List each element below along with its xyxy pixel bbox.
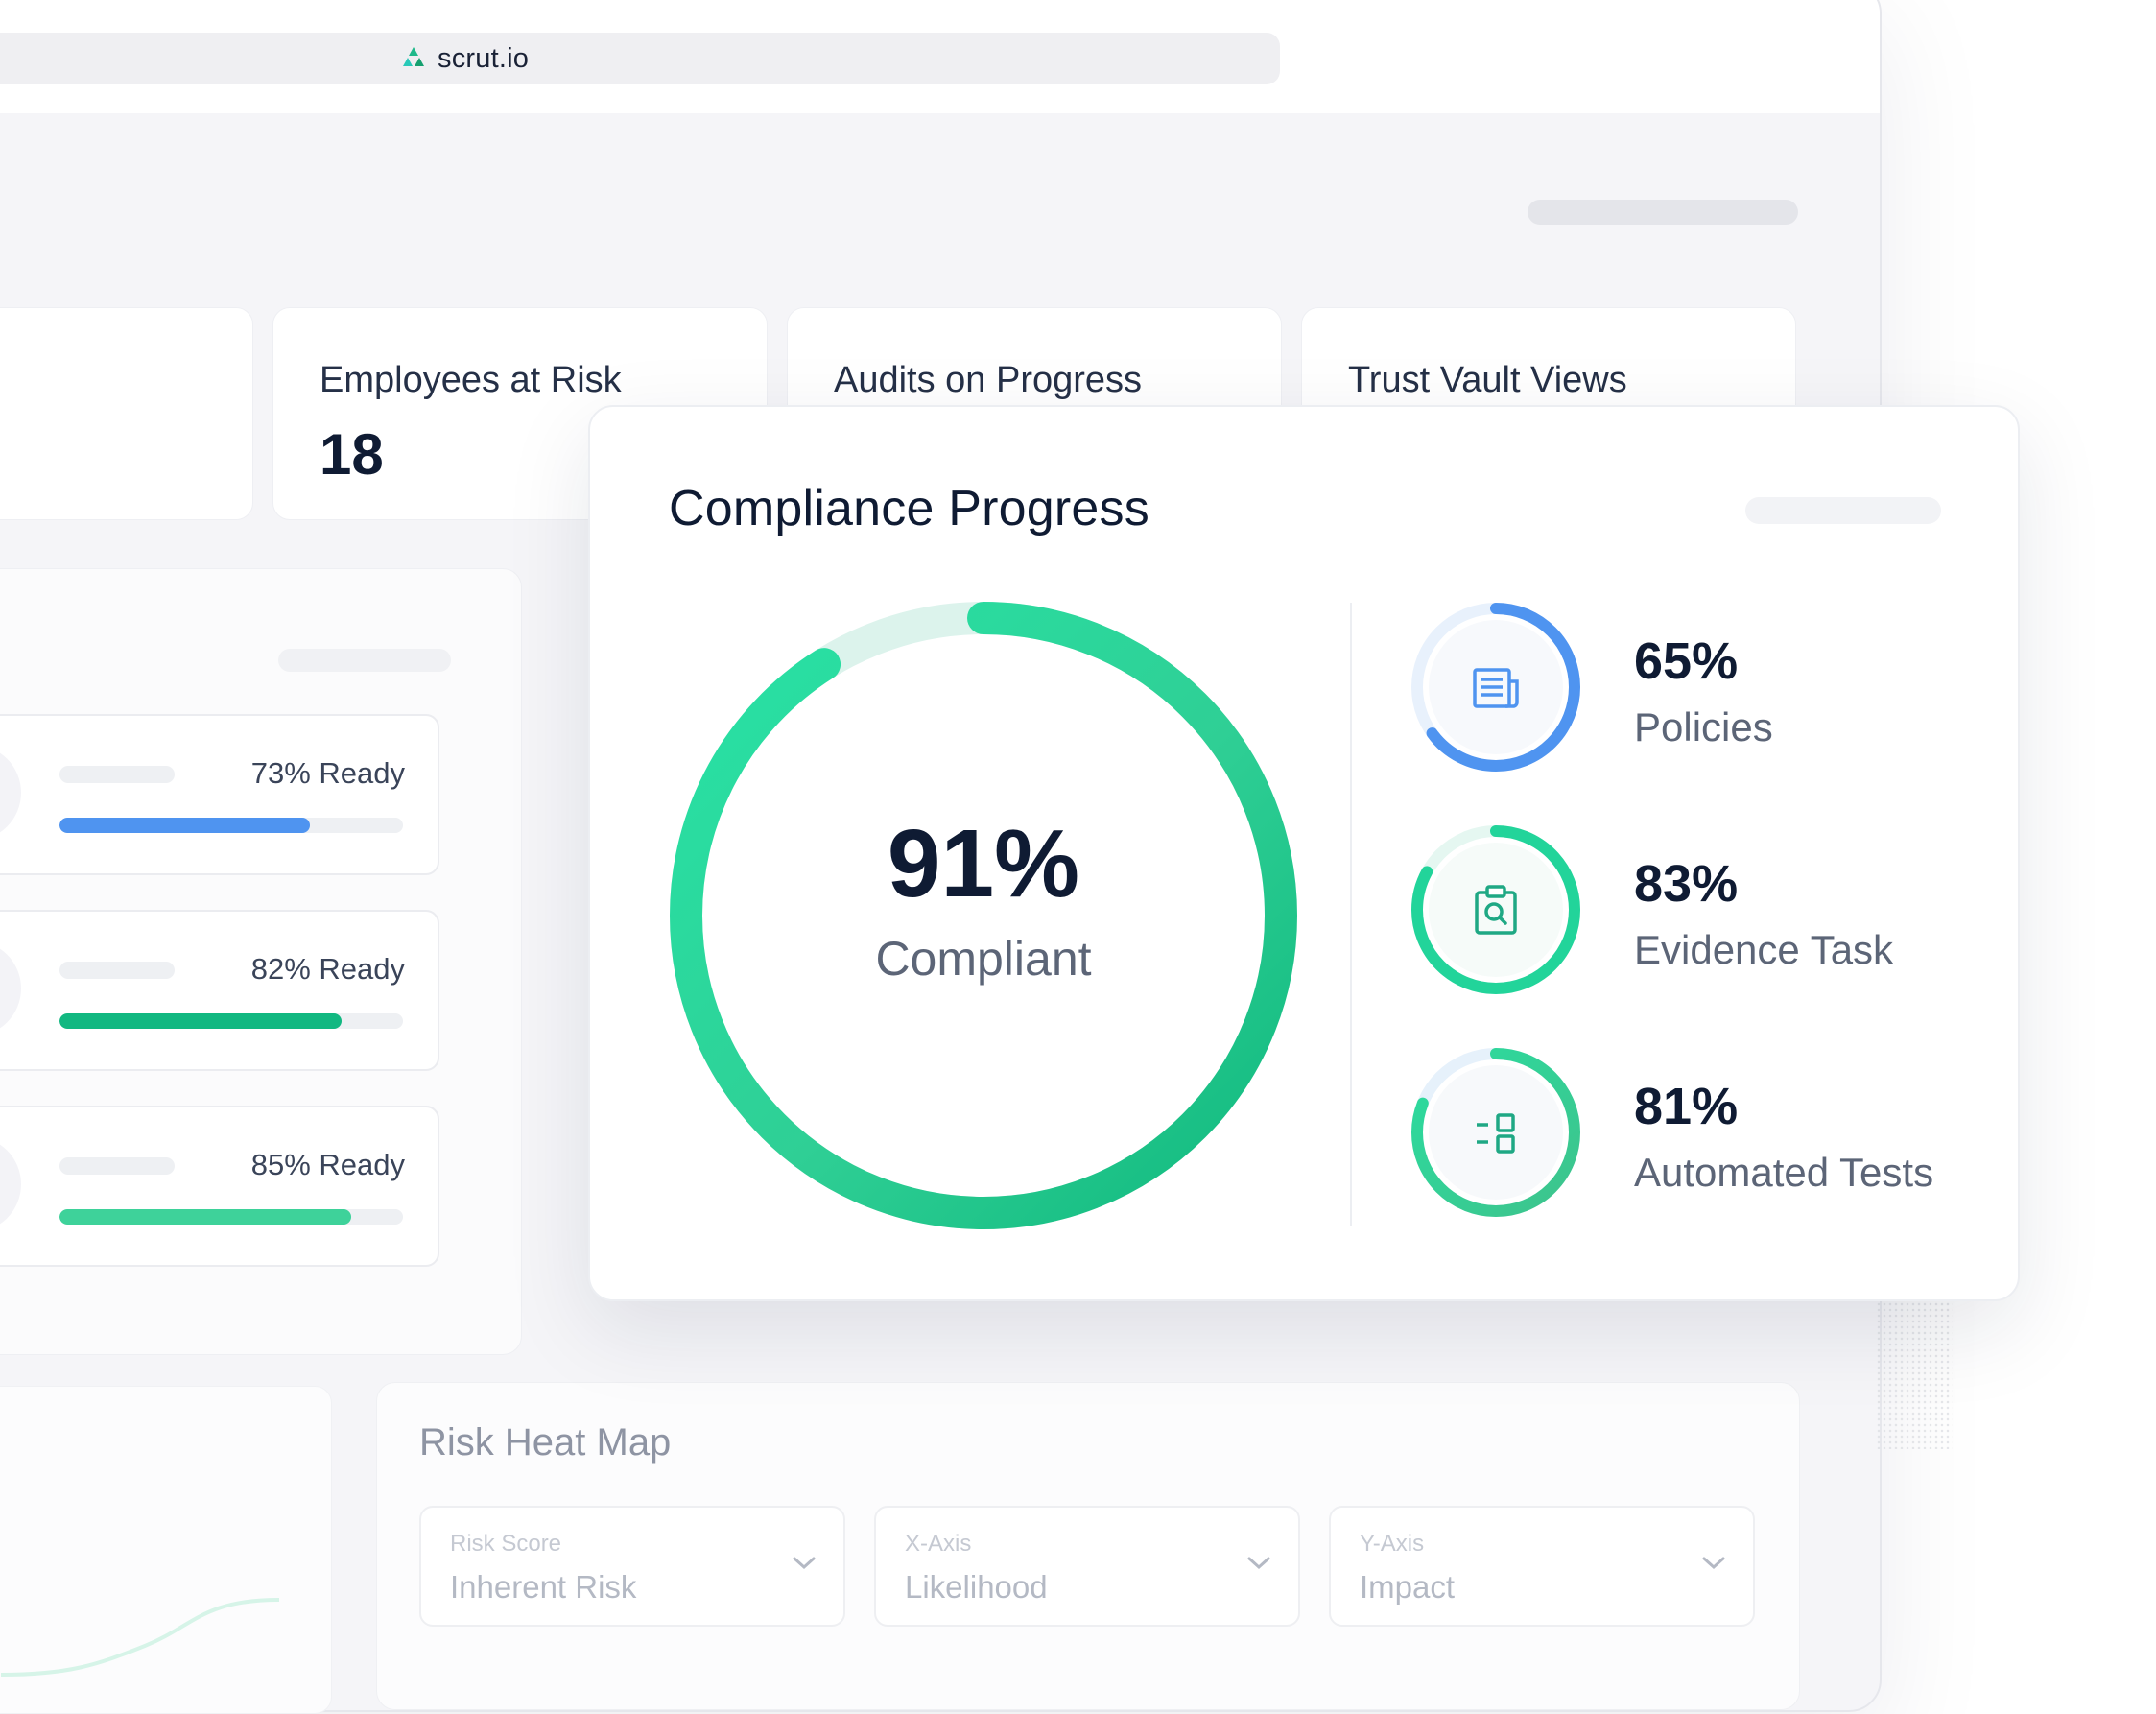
framework-badge-icon: ★ bbox=[0, 940, 21, 1036]
test-list-icon bbox=[1477, 1113, 1515, 1154]
scrut-logo-icon bbox=[403, 47, 424, 66]
compliance-donut-chart bbox=[670, 602, 1297, 1229]
framework-progress-bar bbox=[59, 818, 403, 833]
framework-ready-text: 73% Ready bbox=[250, 756, 405, 790]
panel-header-placeholder bbox=[278, 649, 451, 672]
chevron-down-icon bbox=[1247, 1557, 1270, 1570]
card-header-placeholder bbox=[1745, 497, 1941, 524]
trend-card bbox=[0, 1386, 332, 1714]
framework-ready-text: 82% Ready bbox=[250, 952, 405, 986]
evidence-task-donut bbox=[1411, 825, 1580, 994]
automated-tests-label: Automated Tests bbox=[1634, 1150, 1934, 1195]
framework-progress-fill bbox=[59, 818, 311, 833]
compliance-progress-card: Compliance Progress 91% Compliant bbox=[588, 405, 2020, 1301]
x-axis-select[interactable]: X-Axis Likelihood bbox=[874, 1506, 1300, 1627]
framework-name-placeholder bbox=[59, 766, 175, 783]
address-bar[interactable]: scrut.io bbox=[0, 33, 1280, 84]
framework-card[interactable]: ★ 82% Ready bbox=[0, 910, 439, 1071]
evidence-task-ring[interactable] bbox=[1408, 821, 1584, 998]
risk-heat-map-card: Risk Heat Map Risk Score Inherent Risk X… bbox=[376, 1382, 1800, 1710]
select-value: Impact bbox=[1360, 1569, 1456, 1605]
trend-line bbox=[0, 1598, 280, 1677]
framework-card[interactable]: A 73% Ready bbox=[0, 714, 439, 875]
card-title: Compliance Progress bbox=[669, 481, 1149, 536]
y-axis-select[interactable]: Y-Axis Impact bbox=[1329, 1506, 1755, 1627]
risk-score-select[interactable]: Risk Score Inherent Risk bbox=[419, 1506, 845, 1627]
select-value: Likelihood bbox=[905, 1569, 1048, 1605]
url-text: scrut.io bbox=[438, 42, 530, 74]
framework-card[interactable]: T 85% Ready bbox=[0, 1106, 439, 1267]
stat-label: Audits on Progress bbox=[834, 360, 1143, 400]
heat-map-title: Risk Heat Map bbox=[419, 1421, 672, 1464]
stat-card-hidden bbox=[0, 307, 253, 520]
select-label: Y-Axis bbox=[1360, 1531, 1425, 1557]
stat-value: 18 bbox=[320, 422, 384, 487]
framework-name-placeholder bbox=[59, 962, 175, 979]
document-icon bbox=[1473, 668, 1519, 708]
compliance-status: Compliant bbox=[875, 932, 1092, 986]
chevron-down-icon bbox=[793, 1557, 816, 1570]
framework-progress-bar bbox=[59, 1013, 403, 1029]
framework-ready-text: 85% Ready bbox=[250, 1148, 405, 1181]
clipboard-search-icon bbox=[1475, 885, 1517, 935]
header-placeholder bbox=[1528, 200, 1798, 225]
select-label: X-Axis bbox=[905, 1531, 972, 1557]
donut-progress-arc bbox=[670, 602, 1297, 1229]
evidence-task-percent: 83% bbox=[1634, 855, 1739, 913]
framework-progress-fill bbox=[59, 1013, 342, 1029]
framework-name-placeholder bbox=[59, 1157, 175, 1175]
automated-tests-donut bbox=[1411, 1048, 1580, 1217]
framework-badge-icon: T bbox=[0, 1136, 21, 1232]
select-label: Risk Score bbox=[450, 1531, 562, 1557]
policies-ring[interactable] bbox=[1408, 599, 1584, 775]
stat-label: Employees at Risk bbox=[320, 360, 622, 400]
evidence-task-label: Evidence Task bbox=[1634, 927, 1894, 972]
policies-label: Policies bbox=[1634, 704, 1773, 750]
framework-badge-icon: A bbox=[0, 745, 21, 841]
automated-tests-percent: 81% bbox=[1634, 1078, 1739, 1135]
browser-toolbar: scrut.io bbox=[0, 0, 1880, 113]
framework-progress-fill bbox=[59, 1209, 352, 1225]
decorative-dots bbox=[1876, 1296, 1953, 1449]
divider bbox=[1350, 603, 1352, 1226]
framework-progress-bar bbox=[59, 1209, 403, 1225]
automated-tests-ring[interactable] bbox=[1408, 1044, 1584, 1221]
select-value: Inherent Risk bbox=[450, 1569, 637, 1605]
stat-label: Trust Vault Views bbox=[1348, 360, 1627, 400]
policies-percent: 65% bbox=[1634, 632, 1739, 690]
chevron-down-icon bbox=[1702, 1557, 1725, 1570]
compliance-percent: 91% bbox=[887, 810, 1080, 917]
